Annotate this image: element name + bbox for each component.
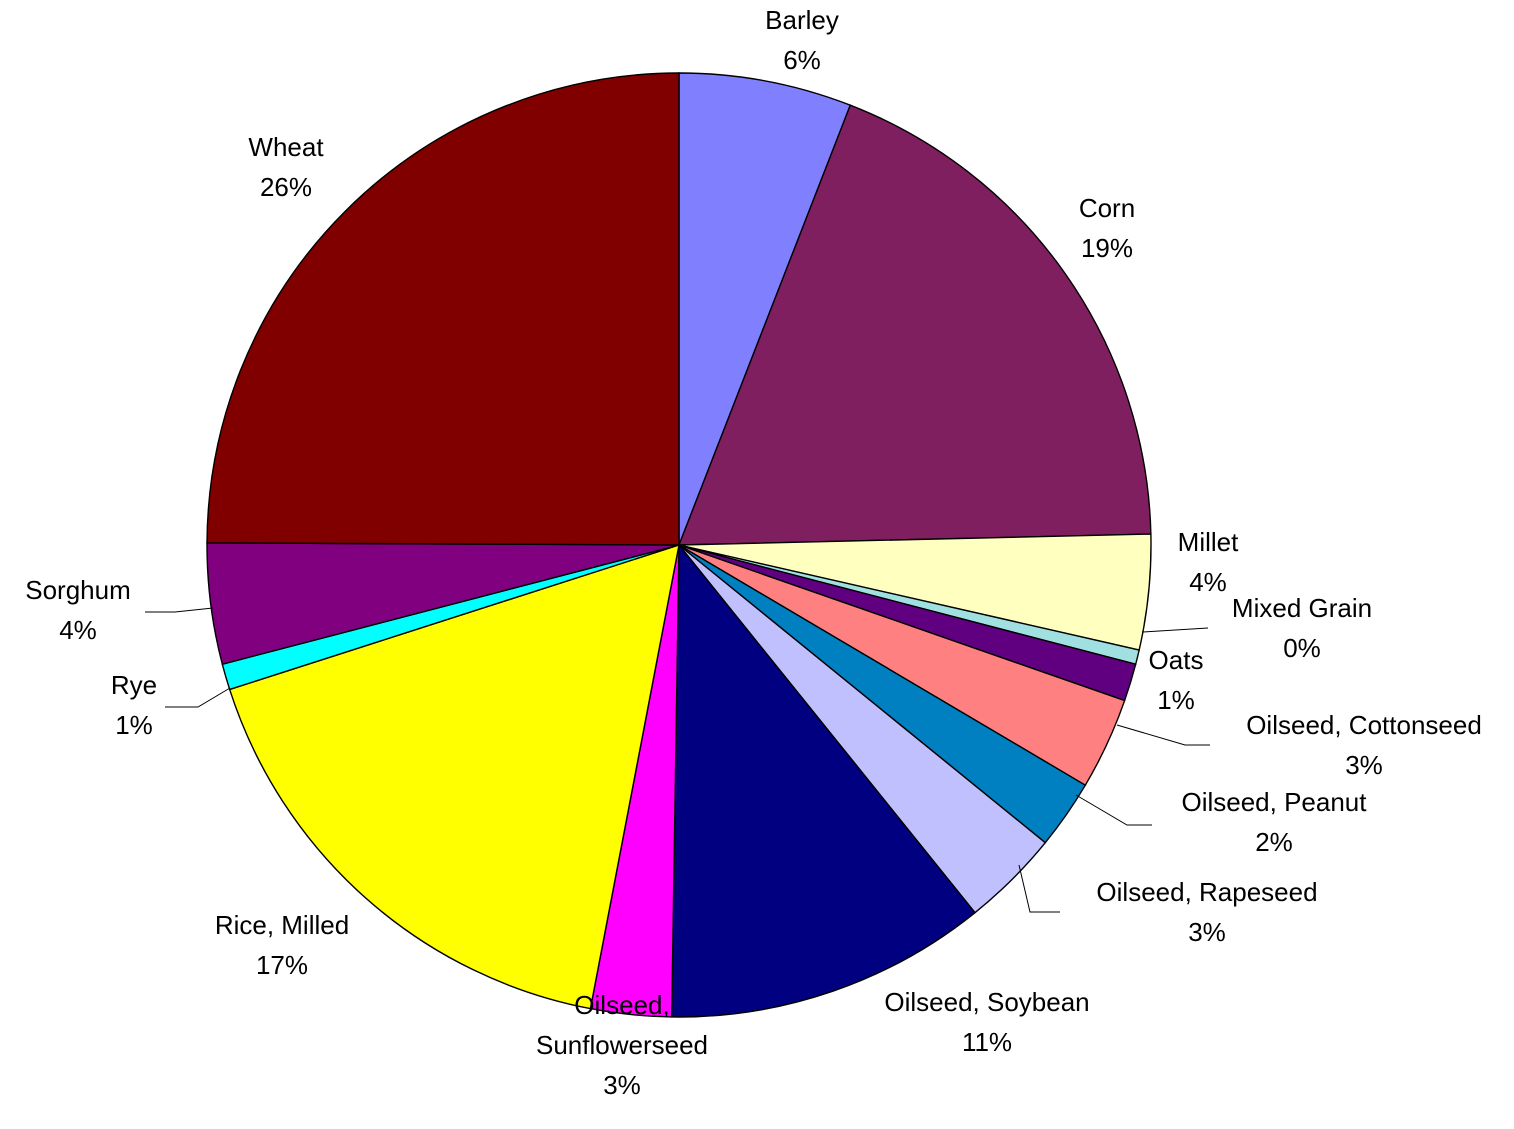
slice-percent: 4% — [59, 615, 97, 645]
slice-name: Rye — [111, 670, 157, 700]
slice-label-oilseed-cottonseed: Oilseed, Cottonseed 3% — [1246, 710, 1482, 780]
slice-percent: 3% — [603, 1070, 641, 1100]
slice-label-barley: Barley 6% — [765, 5, 839, 75]
slice-percent: 2% — [1255, 827, 1293, 857]
slice-percent: 26% — [260, 172, 312, 202]
leader-line-oilseed-peanut — [1075, 794, 1152, 826]
slice-name: Mixed Grain — [1232, 593, 1372, 623]
slice-name: Rice, Milled — [215, 910, 349, 940]
pie-slice-wheat — [206, 72, 680, 546]
slice-name: Barley — [765, 5, 839, 35]
slice-name: Sorghum — [25, 575, 131, 605]
slice-percent: 17% — [256, 950, 308, 980]
slice-percent: 6% — [783, 45, 821, 75]
slice-name: Oilseed, Soybean — [884, 987, 1089, 1017]
leader-line-mixed-grain — [1141, 627, 1209, 633]
slice-label-sorghum: Sorghum 4% — [25, 575, 131, 645]
slice-percent: 3% — [1345, 750, 1383, 780]
slice-percent: 0% — [1283, 633, 1321, 663]
slice-name: Wheat — [248, 132, 324, 162]
slice-label-oilseed-sunflowerseed: Oilseed, Sunflowerseed 3% — [536, 990, 708, 1100]
slice-labels: Barley 6%Corn 19%Millet 4%Mixed Grain 0%Oats… — [25, 5, 1482, 1100]
slice-name: Oats — [1149, 645, 1204, 675]
slice-name: Millet — [1178, 527, 1239, 557]
slice-label-oats: Oats 1% — [1149, 645, 1204, 715]
leader-line-sorghum — [145, 607, 214, 613]
slice-name: Oilseed, Peanut — [1181, 787, 1367, 817]
leader-lines — [145, 607, 1210, 913]
slice-name: Oilseed, — [574, 990, 669, 1020]
pie-slices — [206, 72, 1152, 1018]
slice-name: Oilseed, Rapeseed — [1096, 877, 1317, 907]
leader-line-oilseed-cottonseed — [1116, 724, 1210, 746]
slice-label-rye: Rye 1% — [111, 670, 157, 740]
pie-slice-rice-milled — [228, 543, 680, 1010]
slice-label-wheat: Wheat 26% — [248, 132, 324, 202]
slice-percent: 4% — [1189, 567, 1227, 597]
pie-slice-corn — [677, 104, 1152, 546]
slice-label-oilseed-peanut: Oilseed, Peanut 2% — [1181, 787, 1367, 857]
slice-label-rice-milled: Rice, Milled 17% — [215, 910, 349, 980]
slice-name: Sunflowerseed — [536, 1030, 708, 1060]
slice-percent: 3% — [1188, 917, 1226, 947]
pie-slice-barley — [678, 72, 852, 546]
slice-label-millet: Millet 4% — [1178, 527, 1239, 597]
slice-percent: 1% — [1157, 685, 1195, 715]
slice-name: Corn — [1079, 193, 1135, 223]
slice-name: Oilseed, Cottonseed — [1246, 710, 1482, 740]
slice-label-oilseed-rapeseed: Oilseed, Rapeseed 3% — [1096, 877, 1317, 947]
slice-percent: 1% — [115, 710, 153, 740]
slice-percent: 11% — [962, 1027, 1012, 1057]
leader-line-rye — [165, 687, 231, 708]
slice-label-mixed-grain: Mixed Grain 0% — [1232, 593, 1372, 663]
slice-label-oilseed-soybean: Oilseed, Soybean 11% — [884, 987, 1089, 1057]
pie-slice-oilseed-soybean — [670, 543, 976, 1018]
leader-line-oilseed-rapeseed — [1018, 864, 1060, 913]
slice-percent: 19% — [1081, 233, 1133, 263]
slice-label-corn: Corn 19% — [1079, 193, 1135, 263]
